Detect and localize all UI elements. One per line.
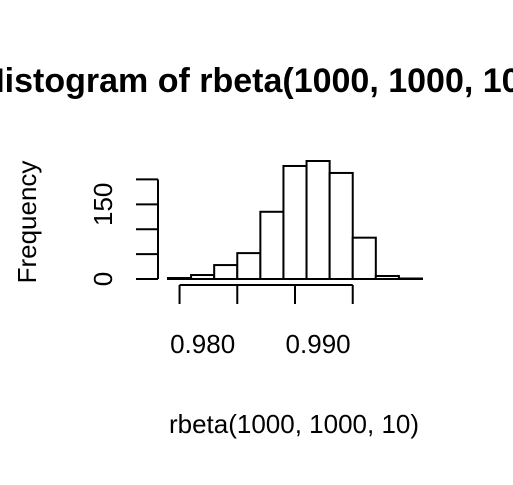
y-tick-label: 150 bbox=[88, 183, 118, 226]
x-tick-label: 0.980 bbox=[170, 329, 235, 359]
histogram-bar bbox=[283, 166, 306, 279]
histogram-bar bbox=[353, 238, 376, 279]
histogram-bar bbox=[191, 275, 214, 279]
y-axis-label: Frequency bbox=[12, 161, 42, 284]
y-axis: 0 150 bbox=[88, 179, 158, 286]
histogram-bar bbox=[376, 276, 399, 279]
histogram-bar bbox=[237, 253, 260, 279]
histogram-bars bbox=[168, 161, 422, 279]
histogram-bar bbox=[330, 173, 353, 279]
x-axis: 0.980 0.990 bbox=[170, 285, 353, 359]
histogram-bar bbox=[168, 278, 191, 279]
x-axis-label: rbeta(1000, 1000, 10) bbox=[169, 409, 419, 439]
histogram-bar bbox=[214, 265, 237, 279]
histogram-bar bbox=[307, 161, 330, 279]
x-tick-label: 0.990 bbox=[286, 329, 351, 359]
chart-title: Histogram of rbeta(1000, 1000, 10) bbox=[0, 62, 513, 100]
y-tick-label: 0 bbox=[88, 272, 118, 286]
histogram-bar bbox=[260, 212, 283, 279]
